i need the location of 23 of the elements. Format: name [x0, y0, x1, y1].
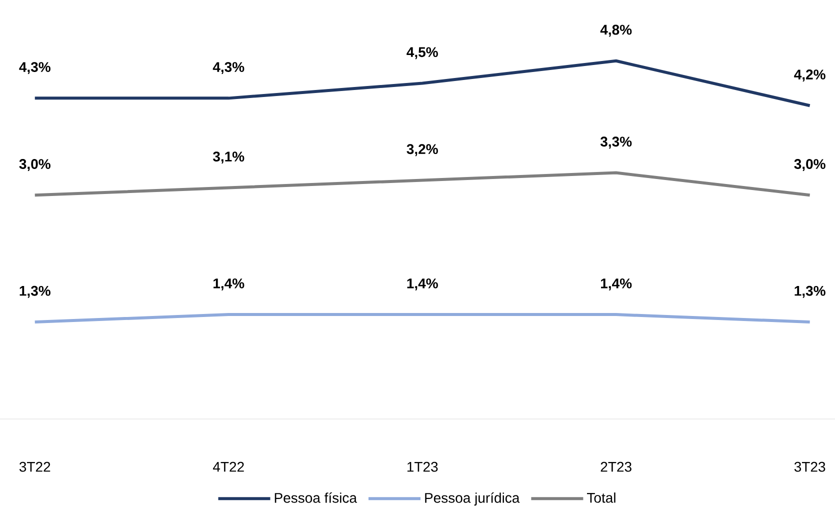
data-label: 3,0% [19, 159, 50, 172]
legend-label: Pessoa física [274, 492, 357, 503]
x-tick-label: 4T22 [212, 462, 244, 472]
x-tick-label: 2T23 [600, 462, 632, 472]
data-label: 4,8% [600, 24, 632, 37]
data-label: 4,3% [212, 62, 244, 74]
legend-label: Pessoa jurídica [425, 492, 520, 506]
data-label: 4,2% [794, 70, 826, 82]
x-tick-label: 1T23 [407, 462, 438, 472]
data-label: 4,3% [19, 62, 50, 74]
data-label: 3,1% [212, 152, 244, 164]
data-label: 3,2% [406, 144, 438, 156]
x-tick-label: 3T23 [794, 462, 826, 472]
data-label: 1,4% [214, 278, 244, 290]
legend-label: Total [587, 492, 616, 503]
data-label: 3,3% [600, 136, 632, 149]
data-label: 4,5% [406, 47, 438, 60]
data-label: 1,4% [601, 278, 632, 290]
data-label: 1,3% [20, 286, 50, 298]
x-tick-label: 3T22 [19, 462, 50, 472]
data-label: 3,0% [794, 159, 826, 172]
data-label: 1,3% [794, 286, 826, 298]
data-label: 1,4% [407, 278, 438, 290]
